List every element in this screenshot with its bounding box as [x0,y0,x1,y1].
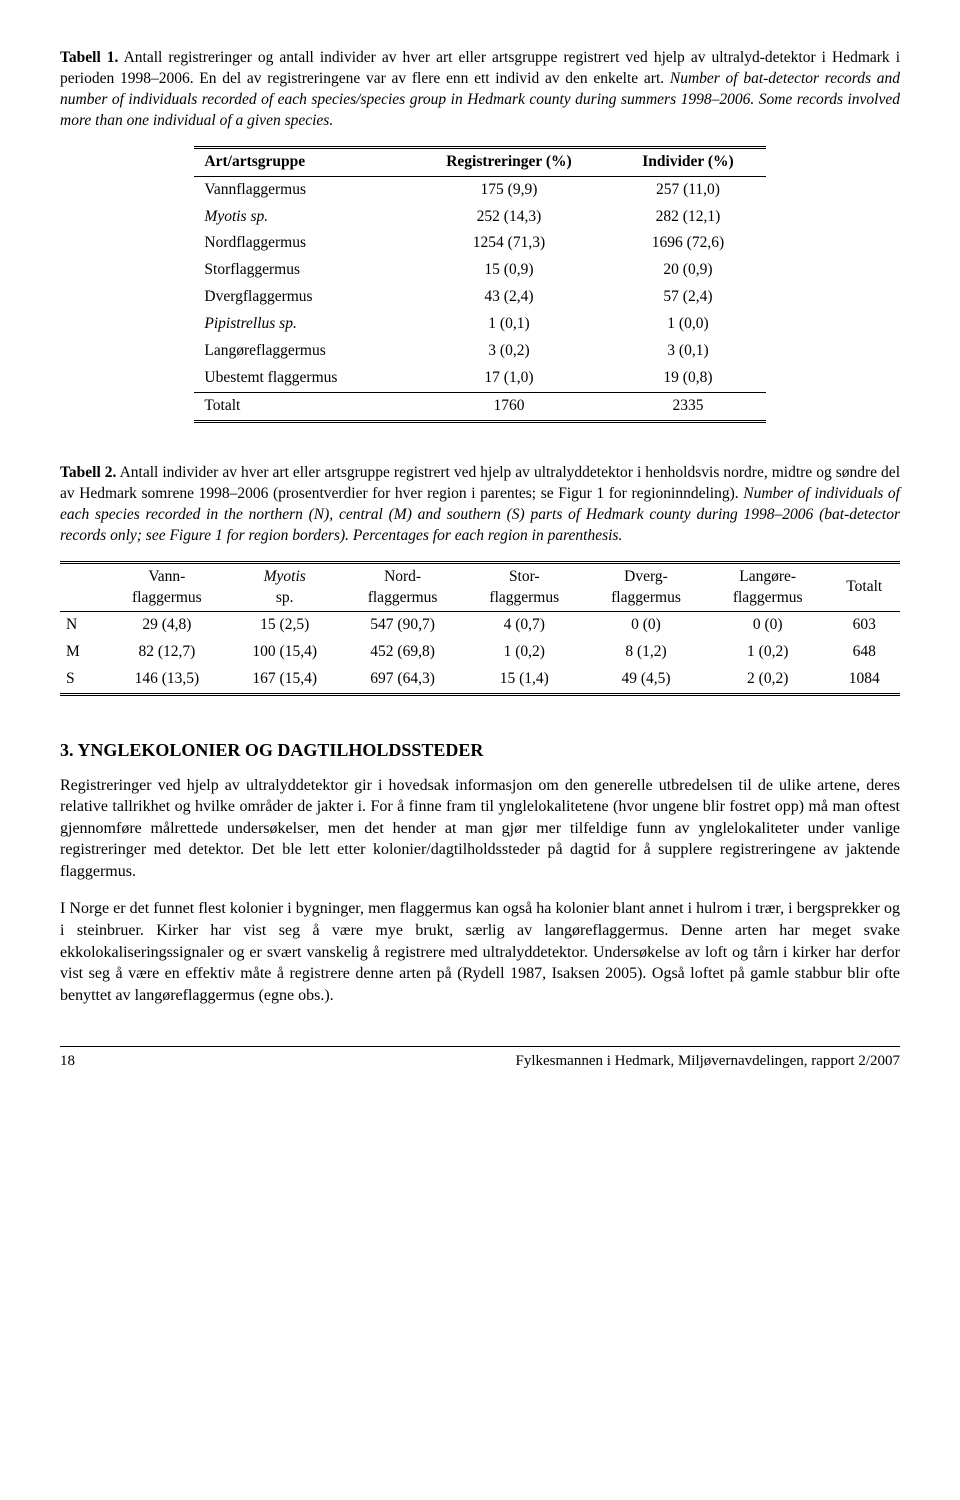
table2-cell: N [60,612,106,639]
table2-cell: 4 (0,7) [463,612,585,639]
table1-value-cell: 1760 [408,392,611,421]
table-row: N29 (4,8)15 (2,5)547 (90,7)4 (0,7)0 (0)0… [60,612,900,639]
table1-value-cell: 175 (9,9) [408,176,611,203]
table2-cell: 603 [829,612,900,639]
table1-value-cell: 20 (0,9) [610,257,765,284]
table1-header-cell: Art/artsgruppe [194,147,407,176]
table-row: Langøreflaggermus3 (0,2)3 (0,1) [194,338,765,365]
table1-value-cell: 15 (0,9) [408,257,611,284]
table2-caption: Tabell 2. Antall individer av hver art e… [60,463,900,547]
table1-value-cell: 3 (0,2) [408,338,611,365]
table2-cell: 8 (1,2) [585,639,707,666]
table1-species-cell: Totalt [194,392,407,421]
table2-caption-bold: Tabell 2. [60,464,116,481]
table2-cell: 1 (0,2) [463,639,585,666]
table1-value-cell: 3 (0,1) [610,338,765,365]
table2-cell: 697 (64,3) [342,666,464,694]
table-row: S146 (13,5)167 (15,4)697 (64,3)15 (1,4)4… [60,666,900,694]
table2-cell: 648 [829,639,900,666]
table2-cell: S [60,666,106,694]
table2-header-cell: Myotissp. [228,562,342,612]
table-row: Dvergflaggermus43 (2,4)57 (2,4) [194,284,765,311]
table1-value-cell: 1 (0,1) [408,311,611,338]
table2-header-cell: Totalt [829,562,900,612]
table-row: Myotis sp.252 (14,3)282 (12,1) [194,204,765,231]
table1-body: Vannflaggermus175 (9,9)257 (11,0)Myotis … [194,176,765,421]
table2-cell: 49 (4,5) [585,666,707,694]
table2-header-cell: Nord-flaggermus [342,562,464,612]
table2-header-cell: Dverg-flaggermus [585,562,707,612]
table2-cell: 146 (13,5) [106,666,228,694]
table1-species-cell: Ubestemt flaggermus [194,365,407,392]
section-para1: Registreringer ved hjelp av ultralyddete… [60,775,900,883]
table-row: Ubestemt flaggermus17 (1,0)19 (0,8) [194,365,765,392]
table1-value-cell: 282 (12,1) [610,204,765,231]
table1-value-cell: 252 (14,3) [408,204,611,231]
table2-cell: 1 (0,2) [707,639,829,666]
table2-cell: 0 (0) [585,612,707,639]
table2-body: N29 (4,8)15 (2,5)547 (90,7)4 (0,7)0 (0)0… [60,612,900,695]
table1-value-cell: 1254 (71,3) [408,230,611,257]
table2-cell: 167 (15,4) [228,666,342,694]
table1-species-cell: Storflaggermus [194,257,407,284]
table-row: Storflaggermus15 (0,9)20 (0,9) [194,257,765,284]
table-row: Pipistrellus sp.1 (0,1)1 (0,0) [194,311,765,338]
table1-species-cell: Pipistrellus sp. [194,311,407,338]
footer-text: Fylkesmannen i Hedmark, Miljøvernavdelin… [516,1051,901,1071]
table1-value-cell: 43 (2,4) [408,284,611,311]
table1-value-cell: 17 (1,0) [408,365,611,392]
table1-species-cell: Myotis sp. [194,204,407,231]
table1-value-cell: 1 (0,0) [610,311,765,338]
table1: Art/artsgruppeRegistreringer (%)Individe… [194,146,765,423]
table2-cell: 1084 [829,666,900,694]
table-row: Vannflaggermus175 (9,9)257 (11,0) [194,176,765,203]
table1-header-cell: Individer (%) [610,147,765,176]
table2-cell: 452 (69,8) [342,639,464,666]
table2-header-cell: Vann-flaggermus [106,562,228,612]
table1-species-cell: Vannflaggermus [194,176,407,203]
table2-cell: M [60,639,106,666]
table2-cell: 15 (1,4) [463,666,585,694]
table1-value-cell: 2335 [610,392,765,421]
table2-cell: 82 (12,7) [106,639,228,666]
table2-cell: 0 (0) [707,612,829,639]
table1-value-cell: 57 (2,4) [610,284,765,311]
table1-header-row: Art/artsgruppeRegistreringer (%)Individe… [194,147,765,176]
table2: Vann-flaggermusMyotissp.Nord-flaggermusS… [60,561,900,697]
table1-species-cell: Nordflaggermus [194,230,407,257]
table2-cell: 2 (0,2) [707,666,829,694]
table1-value-cell: 1696 (72,6) [610,230,765,257]
table2-header-row: Vann-flaggermusMyotissp.Nord-flaggermusS… [60,562,900,612]
page-footer: 18 Fylkesmannen i Hedmark, Miljøvernavde… [60,1046,900,1071]
table2-cell: 547 (90,7) [342,612,464,639]
table-row: M82 (12,7)100 (15,4)452 (69,8)1 (0,2)8 (… [60,639,900,666]
table1-value-cell: 19 (0,8) [610,365,765,392]
table2-header-cell: Langøre-flaggermus [707,562,829,612]
table1-species-cell: Langøreflaggermus [194,338,407,365]
table1-caption-bold: Tabell 1. [60,49,118,66]
table2-header-cell [60,562,106,612]
section-heading: 3. YNGLEKOLONIER OG DAGTILHOLDSSTEDER [60,738,900,762]
table1-caption: Tabell 1. Antall registreringer og antal… [60,48,900,132]
section-para2: I Norge er det funnet flest kolonier i b… [60,898,900,1006]
table1-value-cell: 257 (11,0) [610,176,765,203]
table2-cell: 15 (2,5) [228,612,342,639]
table2-header-cell: Stor-flaggermus [463,562,585,612]
table1-header-cell: Registreringer (%) [408,147,611,176]
table1-species-cell: Dvergflaggermus [194,284,407,311]
table-row: Nordflaggermus1254 (71,3)1696 (72,6) [194,230,765,257]
table2-cell: 100 (15,4) [228,639,342,666]
table-row: Totalt17602335 [194,392,765,421]
table2-cell: 29 (4,8) [106,612,228,639]
footer-page-number: 18 [60,1051,75,1071]
